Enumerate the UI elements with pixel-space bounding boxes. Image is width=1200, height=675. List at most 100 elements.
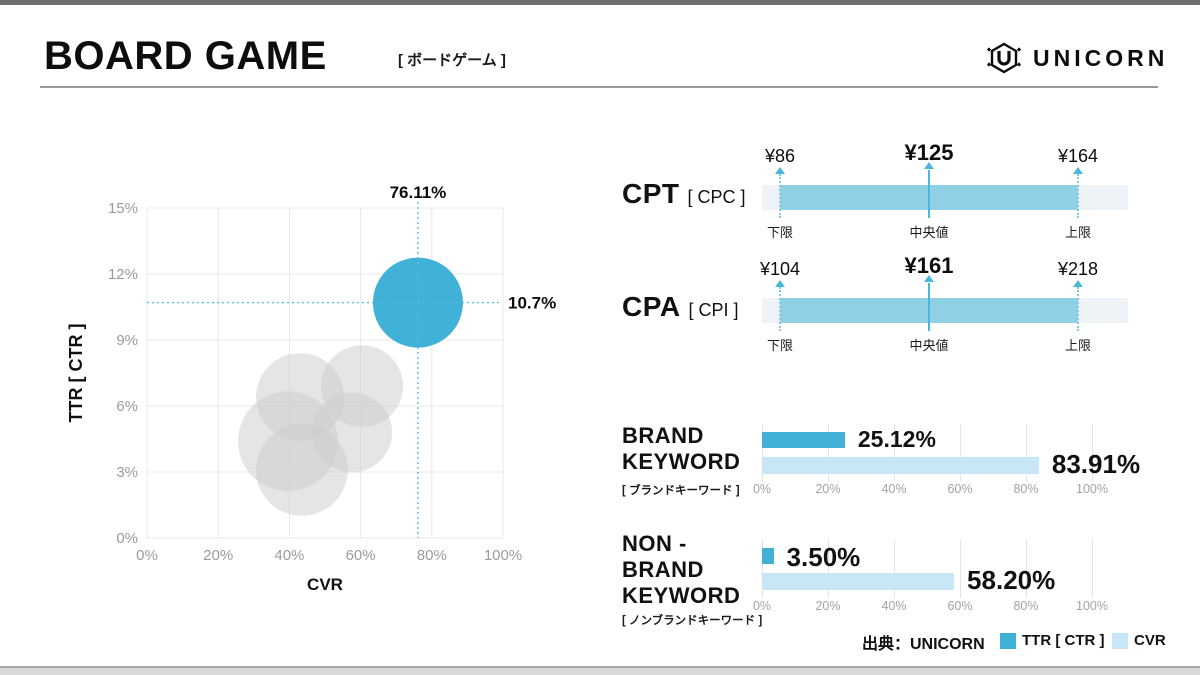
bar-x-tick-label: 100% <box>1076 599 1108 613</box>
bar-gridline <box>762 540 763 598</box>
marker-arrow-icon <box>1073 167 1083 174</box>
page-subtitle: [ ボードゲーム ] <box>398 52 506 69</box>
range-value: ¥104 <box>759 259 801 279</box>
bar-ttr-value: 25.12% <box>857 426 936 452</box>
marker-label: 上限 <box>1064 338 1091 353</box>
bar-gridline <box>960 424 961 482</box>
bar-x-tick-label: 20% <box>815 482 841 496</box>
bar-gridline <box>1026 424 1027 482</box>
y-tick-label: 15% <box>108 200 138 217</box>
median-marker-line <box>928 283 930 331</box>
keyword-group-label: BRAND <box>622 423 704 448</box>
legend-swatch-ttr <box>1000 633 1016 649</box>
x-tick-label: 0% <box>136 547 158 564</box>
bound-marker-line <box>1077 287 1079 331</box>
bar-x-tick-label: 0% <box>752 482 772 496</box>
unicorn-logo: UNICORN <box>986 40 1168 76</box>
top-border-bar <box>0 0 1200 5</box>
x-tick-label: 40% <box>274 547 304 564</box>
bubble-chart-svg: 0% 3% 6% 9% 12% 15% 0% 20% 40% 60% 80% 100% CVR TTR [… <box>66 183 556 594</box>
metric-name: CPT <box>622 178 680 209</box>
bar-cvr <box>762 573 955 590</box>
bar-x-tick-label: 20% <box>815 599 841 613</box>
page-title: BOARD GAME <box>44 34 327 78</box>
x-tick-label: 80% <box>417 547 447 564</box>
bar-gridline <box>1092 540 1093 598</box>
metric-alt-name: [ CPI ] <box>688 300 739 320</box>
bar-x-tick-label: 60% <box>947 599 973 613</box>
bar-x-tick-label: 60% <box>947 482 973 496</box>
bar-cvr <box>762 457 1039 474</box>
metric-label-cpt: CPT [ CPC ] <box>622 178 746 210</box>
bound-marker-line <box>1077 174 1079 218</box>
bar-gridline <box>762 424 763 482</box>
keyword-group-label: NON - <box>622 531 687 556</box>
x-tick-label: 60% <box>346 547 376 564</box>
highlight-y-value: 10.7% <box>508 294 556 313</box>
source-label: 出典：UNICORN <box>862 636 985 653</box>
bar-gridline <box>894 424 895 482</box>
bar-gridline <box>1026 540 1027 598</box>
bottom-border-line <box>0 666 1200 668</box>
marker-label: 中央値 <box>909 225 949 240</box>
keyword-group-sublabel: [ ノンブランドキーワード ] <box>622 615 763 627</box>
y-tick-label: 3% <box>116 464 138 481</box>
highlight-x-value: 76.11% <box>390 183 447 202</box>
bar-x-tick-label: 100% <box>1076 482 1108 496</box>
bar-gridline <box>828 540 829 598</box>
metric-alt-name: [ CPC ] <box>687 187 746 207</box>
bar-gridline <box>1092 424 1093 482</box>
range-value: ¥161 <box>904 253 954 278</box>
bar-cvr-value: 83.91% <box>1051 449 1141 479</box>
range-row-cpt: CPT [ CPC ] ¥86 下限 ¥125 中央値 ¥164 上限 <box>0 140 1200 255</box>
keyword-group-label: KEYWORD <box>622 583 741 608</box>
marker-arrow-icon <box>775 167 785 174</box>
unicorn-logo-text: UNICORN <box>1033 44 1169 71</box>
legend-label: CVR <box>1134 632 1166 649</box>
bound-marker-line <box>779 287 781 331</box>
bound-marker-line <box>779 174 781 218</box>
marker-arrow-icon <box>775 280 785 287</box>
bar-x-tick-label: 40% <box>881 599 907 613</box>
y-axis-title: TTR [ CTR ] <box>66 324 86 423</box>
y-tick-label: 6% <box>116 398 138 415</box>
bottom-border-band <box>0 668 1200 675</box>
unicorn-logo-icon <box>986 42 1022 74</box>
bar-ttr <box>762 548 774 564</box>
marker-label: 下限 <box>766 225 793 240</box>
x-tick-label: 100% <box>484 547 522 564</box>
bar-x-tick-label: 80% <box>1013 482 1039 496</box>
range-value: ¥164 <box>1057 146 1099 166</box>
bar-ttr <box>762 432 845 448</box>
bar-gridline <box>894 540 895 598</box>
marker-label: 中央値 <box>909 338 949 353</box>
y-tick-label: 9% <box>116 332 138 349</box>
range-row-cpa: CPA [ CPI ] ¥104 下限 ¥161 中央値 ¥218 上限 <box>0 253 1200 368</box>
keyword-group-sublabel: [ ブランドキーワード ] <box>622 485 740 497</box>
legend-label: TTR [ CTR ] <box>1022 632 1105 649</box>
x-axis-title: CVR <box>307 575 343 594</box>
median-marker-line <box>928 170 930 218</box>
range-value: ¥218 <box>1057 259 1099 279</box>
bar-x-tick-label: 0% <box>752 599 772 613</box>
context-bubble <box>255 423 348 516</box>
y-tick-label: 0% <box>116 530 138 547</box>
metric-name: CPA <box>622 291 681 322</box>
marker-arrow-icon <box>924 162 934 169</box>
bar-x-tick-label: 40% <box>881 482 907 496</box>
marker-arrow-icon <box>1073 280 1083 287</box>
y-tick-label: 12% <box>108 266 138 283</box>
bar-gridline <box>960 540 961 598</box>
legend-swatch-cvr <box>1112 633 1128 649</box>
header-divider <box>40 86 1158 88</box>
range-value: ¥125 <box>904 140 954 165</box>
bar-ttr-value: 3.50% <box>786 542 861 572</box>
bubble-chart: 0% 3% 6% 9% 12% 15% 0% 20% 40% 60% 80% 100% CVR TTR [… <box>60 140 600 615</box>
metric-label-cpa: CPA [ CPI ] <box>622 291 739 323</box>
bar-cvr-value: 58.20% <box>967 565 1056 595</box>
keyword-group-label: KEYWORD <box>622 449 741 474</box>
marker-arrow-icon <box>924 275 934 282</box>
x-tick-label: 20% <box>203 547 233 564</box>
bar-x-tick-label: 80% <box>1013 599 1039 613</box>
